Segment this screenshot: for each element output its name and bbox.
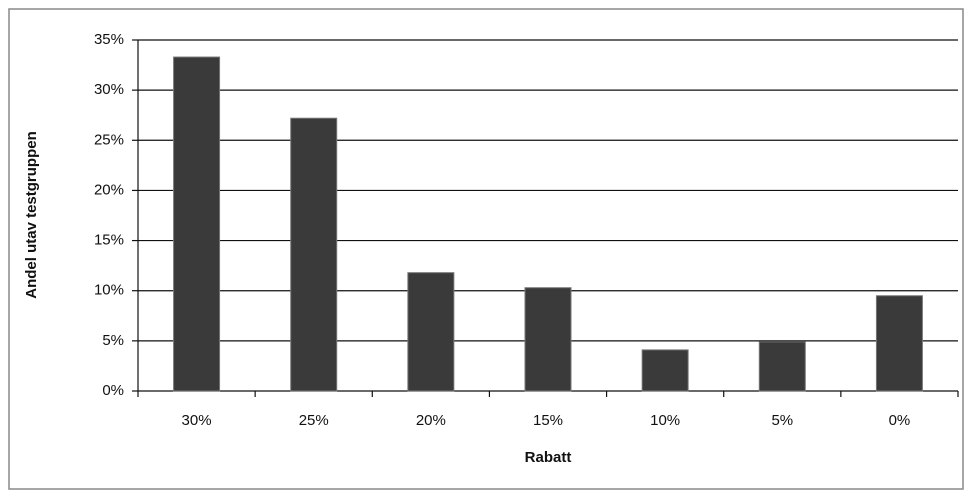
x-tick-label: 0%	[889, 412, 911, 429]
y-tick-label: 25%	[94, 131, 124, 148]
y-tick-label: 5%	[102, 332, 124, 349]
x-tick-label: 20%	[416, 412, 446, 429]
bar	[407, 272, 455, 392]
y-tick-label: 10%	[94, 282, 124, 299]
x-tick-label: 15%	[533, 412, 563, 429]
x-tick-label: 25%	[299, 412, 329, 429]
bar	[641, 349, 689, 392]
chart-frame	[8, 8, 964, 490]
y-tick-label: 30%	[94, 81, 124, 98]
y-axis-title: Andel utav testgruppen	[23, 131, 40, 299]
y-tick-label: 0%	[102, 382, 124, 399]
x-tick-label: 10%	[650, 412, 680, 429]
y-tick-label: 20%	[94, 181, 124, 198]
x-tick-label: 30%	[182, 412, 212, 429]
y-tick-label: 35%	[94, 31, 124, 48]
x-axis-title: Rabatt	[525, 449, 572, 466]
bar	[290, 117, 338, 392]
bar	[758, 341, 806, 392]
bar	[173, 56, 221, 392]
bar	[875, 295, 923, 392]
bar	[524, 287, 572, 392]
x-tick-label: 5%	[771, 412, 793, 429]
y-tick-label: 15%	[94, 232, 124, 249]
